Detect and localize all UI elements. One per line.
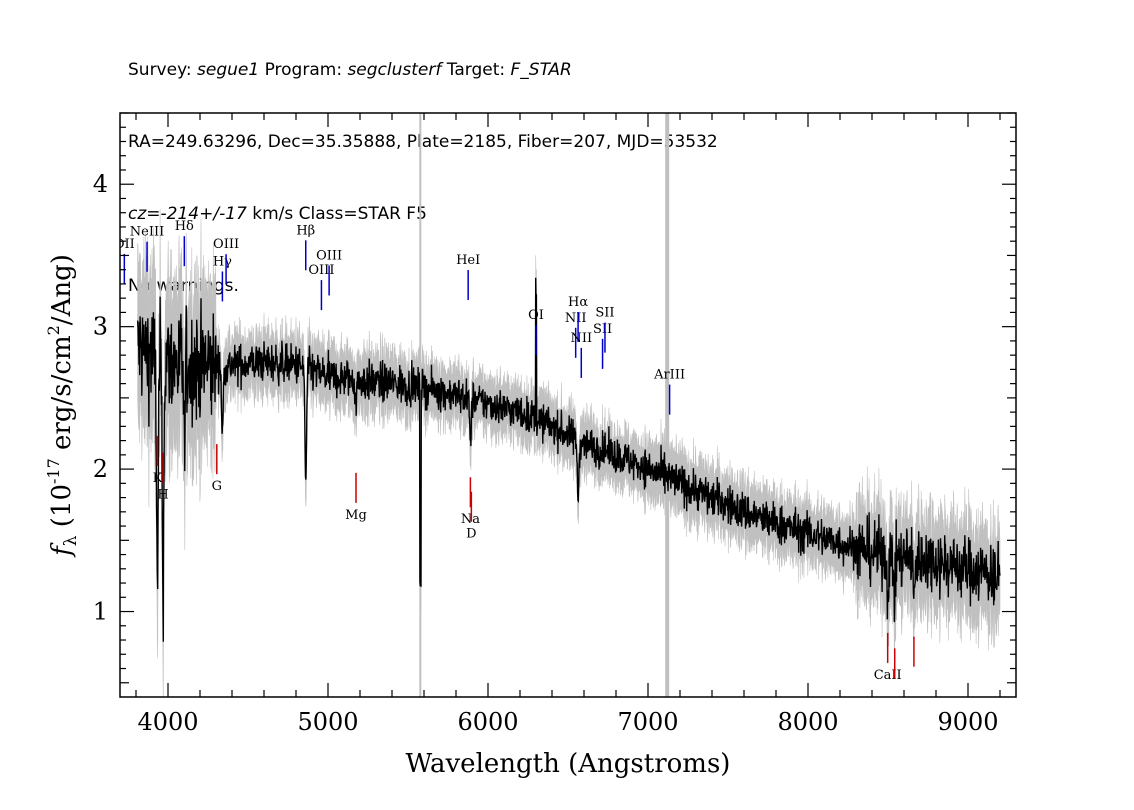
y-axis-text-a: (10 bbox=[47, 484, 77, 536]
emission-line-label: Hγ bbox=[213, 254, 232, 269]
emission-line-label: HeI bbox=[456, 253, 480, 268]
program-prefix: Program: bbox=[259, 60, 348, 80]
y-axis-exponent-2: 2 bbox=[44, 325, 63, 335]
target-prefix: Target: bbox=[441, 60, 511, 80]
emission-line-label: OIII bbox=[213, 237, 239, 252]
emission-line-label: NeIII bbox=[130, 225, 164, 240]
y-axis-title: fλ (10-17 erg/s/cm2/Ang) bbox=[44, 254, 81, 558]
target-value: F_STAR bbox=[510, 60, 572, 80]
emission-line-label: SII bbox=[593, 322, 612, 337]
x-tick-label: 6000 bbox=[457, 708, 518, 736]
emission-line-label: Hβ bbox=[296, 223, 315, 238]
y-tick-label: 4 bbox=[93, 170, 108, 198]
x-tick-label: 9000 bbox=[937, 708, 998, 736]
header-line-coords: RA=249.63296, Dec=35.35888, Plate=2185, … bbox=[128, 132, 718, 152]
emission-line-label: NII bbox=[565, 311, 587, 326]
y-axis-exponent: -17 bbox=[44, 458, 63, 484]
class-text: km/s Class=STAR F5 bbox=[246, 204, 427, 224]
survey-value: segue1 bbox=[197, 60, 260, 80]
y-tick-label: 3 bbox=[93, 313, 108, 341]
emission-line-label: SII bbox=[595, 306, 614, 321]
y-axis-subscript: λ bbox=[61, 535, 81, 546]
y-tick-label: 1 bbox=[93, 598, 108, 626]
emission-line-label: OIII bbox=[308, 263, 334, 278]
cz-value: cz=-214+/-17 bbox=[128, 204, 247, 224]
y-axis-text-b: erg/s/cm bbox=[47, 335, 77, 458]
spectrum-header: Survey: segue1 Program: segclusterf Targ… bbox=[128, 10, 718, 322]
x-tick-label: 4000 bbox=[137, 708, 198, 736]
absorption-line-label: D bbox=[466, 527, 476, 542]
program-value: segclusterf bbox=[347, 60, 442, 80]
absorption-line-label: H bbox=[157, 488, 168, 503]
spectrum-line bbox=[136, 277, 1001, 642]
error-band bbox=[137, 209, 1001, 697]
absorption-line-label: G bbox=[212, 479, 222, 494]
emission-line-label: ArIII bbox=[653, 368, 685, 383]
emission-line-label: OIII bbox=[316, 248, 342, 263]
x-axis-title: Wavelength (Angstroms) bbox=[406, 749, 731, 779]
x-tick-label: 8000 bbox=[777, 708, 838, 736]
emission-line-label: Hα bbox=[568, 295, 588, 310]
survey-prefix: Survey: bbox=[128, 60, 198, 80]
y-tick-label: 2 bbox=[93, 455, 108, 483]
absorption-line-label: Mg bbox=[345, 508, 367, 523]
absorption-line-label: K bbox=[153, 471, 163, 486]
y-axis-text-c: /Ang) bbox=[47, 254, 77, 325]
emission-line-label: Hδ bbox=[175, 219, 194, 234]
absorption-line-label: CaII bbox=[874, 668, 902, 683]
axis-ticks: 4000 5000 6000 7000 8000 9000 1 2 3 4 bbox=[93, 112, 1016, 736]
header-line-survey: Survey: segue1 Program: segclusterf Targ… bbox=[128, 58, 718, 82]
absorption-line-label: Na bbox=[461, 512, 480, 527]
plot-frame bbox=[119, 112, 1017, 698]
emission-line-label: OI bbox=[528, 308, 544, 323]
header-line-redshift: cz=-214+/-17 km/s Class=STAR F5 bbox=[128, 202, 718, 226]
emission-line-label: NII bbox=[570, 331, 592, 346]
x-tick-label: 7000 bbox=[617, 708, 678, 736]
x-tick-label: 5000 bbox=[297, 708, 358, 736]
